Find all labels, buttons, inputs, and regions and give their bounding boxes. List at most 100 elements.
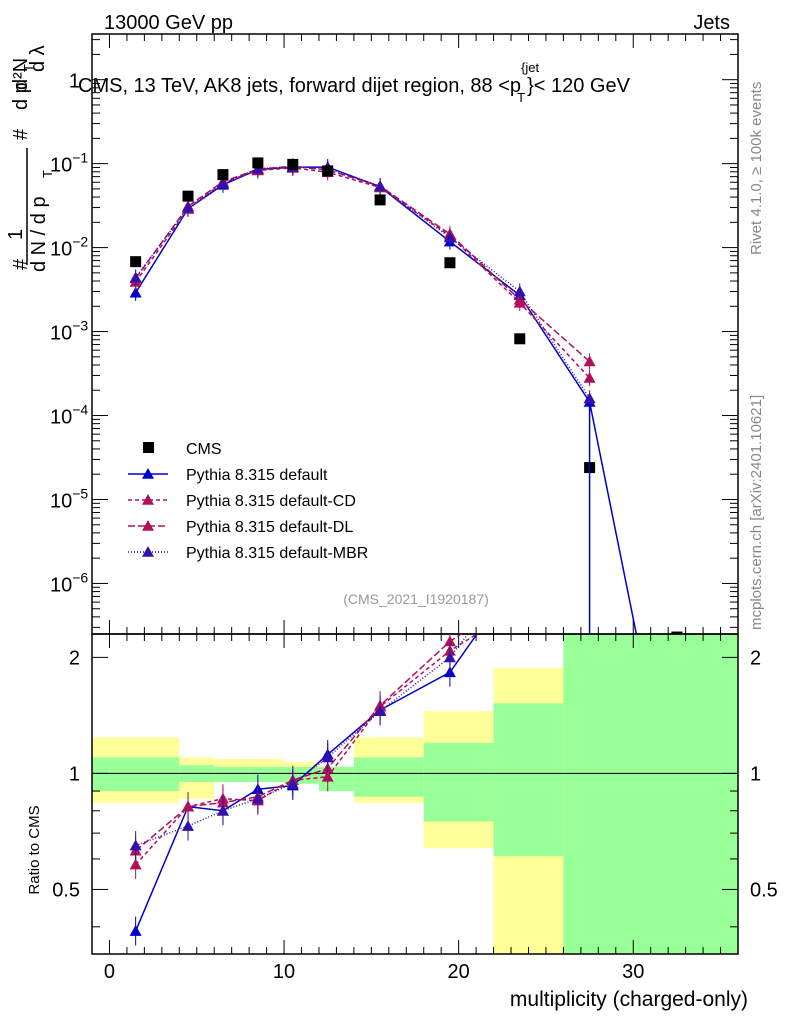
ylabel-one: 1 bbox=[5, 229, 27, 240]
main-y-tick-label: 10−3 bbox=[50, 318, 88, 345]
x-tick-label: 10 bbox=[273, 961, 295, 983]
rivet-label: Rivet 4.1.0, ≥ 100k events bbox=[748, 82, 765, 255]
data-point bbox=[322, 165, 334, 177]
ratio-point bbox=[286, 777, 299, 789]
mcplots-label: mcplots.cern.ch [arXiv:2401.10621] bbox=[748, 395, 765, 630]
ratio-y-tick-label-right: 1 bbox=[750, 763, 761, 785]
ratio-y-tick-label-right: 0.5 bbox=[750, 879, 778, 901]
x-axis-label: multiplicity (charged-only) bbox=[510, 988, 748, 1011]
main-y-tick-label: 10−6 bbox=[50, 569, 88, 596]
mc-point bbox=[583, 355, 596, 367]
mc-series-line bbox=[135, 167, 591, 379]
mc-point bbox=[443, 231, 456, 243]
legend-marker bbox=[142, 546, 154, 557]
ylabel-d2N: d²N bbox=[10, 58, 32, 90]
ratio-point bbox=[443, 651, 456, 663]
data-point bbox=[514, 333, 526, 345]
chart-title-main: CMS, 13 TeV, AK8 jets, forward dijet reg… bbox=[78, 75, 521, 97]
ratio-frame bbox=[91, 633, 739, 955]
mc-point bbox=[182, 201, 195, 213]
legend-marker bbox=[142, 494, 154, 505]
legend-marker-data bbox=[143, 442, 154, 453]
ratio-point bbox=[251, 792, 264, 804]
legend: CMS Pythia 8.315 default Pythia 8.315 defa… bbox=[128, 441, 368, 562]
main-axes: 1 10−1 10−2 10−3 10−4 10−5 10−6 bbox=[50, 33, 739, 635]
mc-point bbox=[513, 285, 526, 297]
ylabel-hash-2: # bbox=[10, 128, 32, 140]
ylabel-dpT: d p bbox=[10, 82, 32, 110]
ylabel-dN: d N / d p bbox=[28, 196, 50, 272]
legend-label: Pythia 8.315 default-MBR bbox=[186, 545, 368, 562]
mc-point bbox=[374, 180, 387, 191]
data-point bbox=[444, 257, 456, 269]
mc-point bbox=[583, 392, 596, 404]
main-y-tick-label: 10−2 bbox=[50, 234, 88, 261]
ratio-point bbox=[182, 820, 195, 831]
ratio-series-line bbox=[135, 634, 463, 852]
band-inner-bin bbox=[92, 757, 180, 792]
ratio-bands bbox=[92, 634, 738, 954]
ratio-point bbox=[514, 589, 526, 600]
ylabel-sub-T: T bbox=[40, 170, 55, 178]
main-frame bbox=[91, 33, 739, 635]
band-inner-bin bbox=[353, 757, 424, 797]
ratio-point bbox=[443, 635, 456, 647]
mc-point bbox=[129, 286, 142, 298]
ratio-point bbox=[321, 751, 334, 763]
mc-point bbox=[129, 271, 142, 283]
mc-point bbox=[216, 177, 229, 189]
ratio-axes: 0 10 20 30 0.5 0.5 1 1 2 2 bbox=[52, 633, 778, 983]
ylabel-sub-T-2: T bbox=[21, 64, 36, 72]
ratio-point bbox=[514, 601, 526, 612]
ratio-y-label: Ratio to CMS bbox=[26, 805, 43, 894]
main-y-label: # 1 d N / d p T # d p T d λ d²N bbox=[5, 45, 55, 272]
data-point bbox=[374, 194, 386, 206]
legend-label: Pythia 8.315 default-DL bbox=[186, 519, 353, 536]
band-inner-bin bbox=[563, 634, 738, 954]
band-inner-bin bbox=[214, 766, 250, 783]
legend-label: CMS bbox=[186, 441, 222, 458]
ratio-point bbox=[182, 800, 195, 812]
main-y-tick-label: 10−4 bbox=[50, 402, 88, 429]
main-y-tick-label: 10−1 bbox=[50, 150, 88, 177]
mc-point bbox=[583, 371, 596, 383]
band-inner-bin bbox=[493, 703, 564, 857]
x-tick-label: 30 bbox=[622, 961, 644, 983]
ratio-y-tick-label: 0.5 bbox=[52, 879, 80, 901]
data-point bbox=[130, 256, 142, 268]
ratio-y-tick-label: 2 bbox=[69, 647, 80, 669]
legend-label: Pythia 8.315 default bbox=[186, 467, 328, 484]
data-point bbox=[217, 169, 229, 181]
data-point bbox=[182, 190, 194, 202]
ratio-point bbox=[514, 568, 526, 579]
category-label: Jets bbox=[693, 12, 730, 34]
main-series bbox=[129, 157, 683, 634]
data-point bbox=[252, 157, 264, 169]
ratio-point bbox=[216, 804, 229, 816]
legend-label: Pythia 8.315 default-CD bbox=[186, 493, 356, 510]
data-point bbox=[671, 631, 683, 634]
data-point bbox=[287, 158, 299, 170]
chart-title: CMS, 13 TeV, AK8 jets, forward dijet reg… bbox=[78, 60, 631, 105]
chart-title-subscript: T bbox=[517, 90, 525, 105]
chart-title-superscript: {jet bbox=[521, 60, 539, 75]
mc-series-line bbox=[135, 165, 591, 363]
ratio-series bbox=[129, 560, 526, 946]
main-y-tick-label: 10−5 bbox=[50, 485, 88, 512]
band-inner-bin bbox=[249, 766, 285, 783]
ratio-y-tick-label: 1 bbox=[69, 763, 80, 785]
x-tick-label: 20 bbox=[448, 961, 470, 983]
ratio-point bbox=[374, 705, 387, 717]
ylabel-dlambda: d λ bbox=[27, 45, 49, 72]
legend-marker bbox=[142, 468, 154, 479]
main-y-tick-label: 1 bbox=[69, 71, 80, 93]
ratio-y-tick-label-right: 2 bbox=[750, 647, 761, 669]
chart-title-tail: }< 120 GeV bbox=[527, 75, 631, 97]
mc-series-line bbox=[135, 166, 591, 399]
energy-label: 13000 GeV pp bbox=[104, 12, 233, 34]
band-inner-bin bbox=[423, 742, 494, 822]
ratio-point bbox=[514, 560, 526, 571]
legend-marker bbox=[142, 520, 154, 531]
analysis-label: (CMS_2021_I1920187) bbox=[343, 591, 489, 607]
